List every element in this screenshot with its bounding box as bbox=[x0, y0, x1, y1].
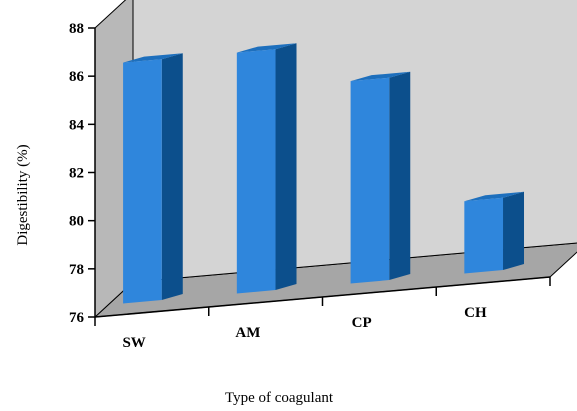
chart-bars bbox=[123, 43, 525, 304]
y-tick-label: 82 bbox=[69, 166, 84, 182]
bar-am bbox=[236, 43, 297, 294]
x-tick-label: CP bbox=[352, 315, 372, 331]
bar-front-face bbox=[123, 59, 162, 304]
bar-top-face bbox=[123, 53, 183, 63]
y-tick-label: 78 bbox=[69, 262, 84, 278]
bar-side-face bbox=[389, 71, 411, 281]
bar-front-face bbox=[464, 197, 504, 274]
x-axis-title: Type of coagulant bbox=[225, 390, 334, 406]
chart-labels: 76 78 80 82 84 86 88 SW AM CP CH bbox=[69, 21, 487, 351]
y-tick-label: 86 bbox=[69, 69, 85, 85]
x-tick-label: AM bbox=[235, 325, 260, 341]
y-tick-label: 76 bbox=[69, 310, 85, 326]
bar-top-face bbox=[350, 71, 411, 82]
bar-side-face bbox=[161, 53, 183, 301]
chart-axes bbox=[88, 27, 551, 326]
y-tick-label: 88 bbox=[69, 21, 84, 37]
y-tick-label: 84 bbox=[69, 117, 85, 133]
bar-side-face bbox=[275, 43, 297, 291]
bar-top-face bbox=[236, 43, 297, 53]
y-tick-label: 80 bbox=[69, 214, 84, 230]
bar-sw bbox=[123, 53, 183, 304]
x-tick-label: CH bbox=[464, 305, 487, 321]
bar-side-face bbox=[503, 191, 525, 271]
bar-cp bbox=[350, 71, 411, 284]
bar-front-face bbox=[350, 77, 390, 284]
x-tick-label: SW bbox=[122, 335, 145, 351]
bar-ch bbox=[464, 191, 525, 274]
y-axis-title: Digestibility (%) bbox=[15, 144, 31, 245]
bar-top-face bbox=[464, 191, 525, 202]
bar-front-face bbox=[236, 49, 276, 294]
